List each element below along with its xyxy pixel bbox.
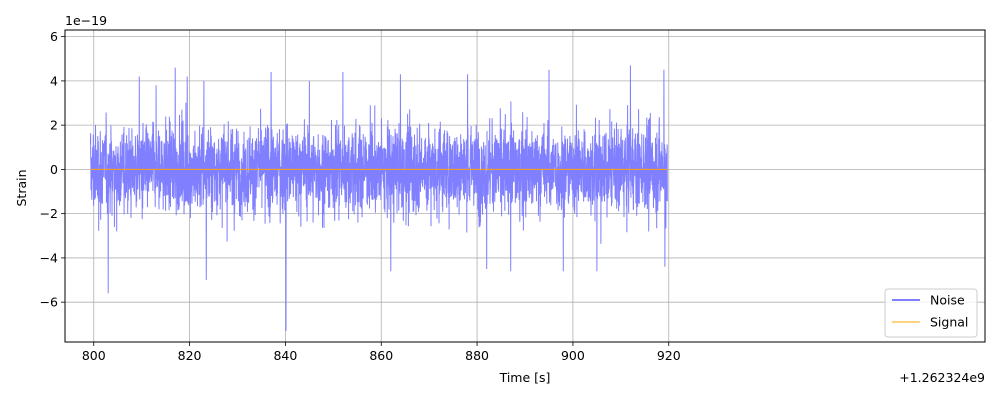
y-tick-label: −4: [40, 250, 58, 265]
y-axis-title: Strain: [14, 169, 29, 206]
x-tick-label: 920: [657, 348, 681, 363]
x-axis-title: Time [s]: [499, 370, 551, 385]
legend-noise-label: Noise: [930, 293, 965, 308]
x-tick-label: 820: [178, 348, 202, 363]
y-tick-label: −6: [40, 295, 58, 310]
y-tick-label: −2: [40, 206, 58, 221]
noise-line: [89, 65, 668, 331]
series-noise: [89, 65, 668, 331]
x-tick-label: 900: [561, 348, 585, 363]
y-tick-label: 2: [50, 118, 58, 133]
legend: Noise Signal: [884, 288, 978, 338]
x-tick-label: 800: [82, 348, 106, 363]
x-offset-label: +1.262324e9: [899, 370, 985, 385]
legend-signal-label: Signal: [930, 315, 968, 330]
x-tick-label: 840: [273, 348, 297, 363]
x-tick-label: 880: [465, 348, 489, 363]
y-tick-label: 4: [50, 73, 58, 88]
plot-frame: [64, 29, 986, 343]
y-scale-label: 1e−19: [65, 13, 107, 28]
y-tick-label: 0: [50, 162, 58, 177]
y-tick-label: 6: [50, 29, 58, 44]
x-tick-label: 860: [369, 348, 393, 363]
axis-ticks: 800 820 840 860 880 900 920 −6 −4 −2 0 2 4 6: [40, 29, 681, 363]
